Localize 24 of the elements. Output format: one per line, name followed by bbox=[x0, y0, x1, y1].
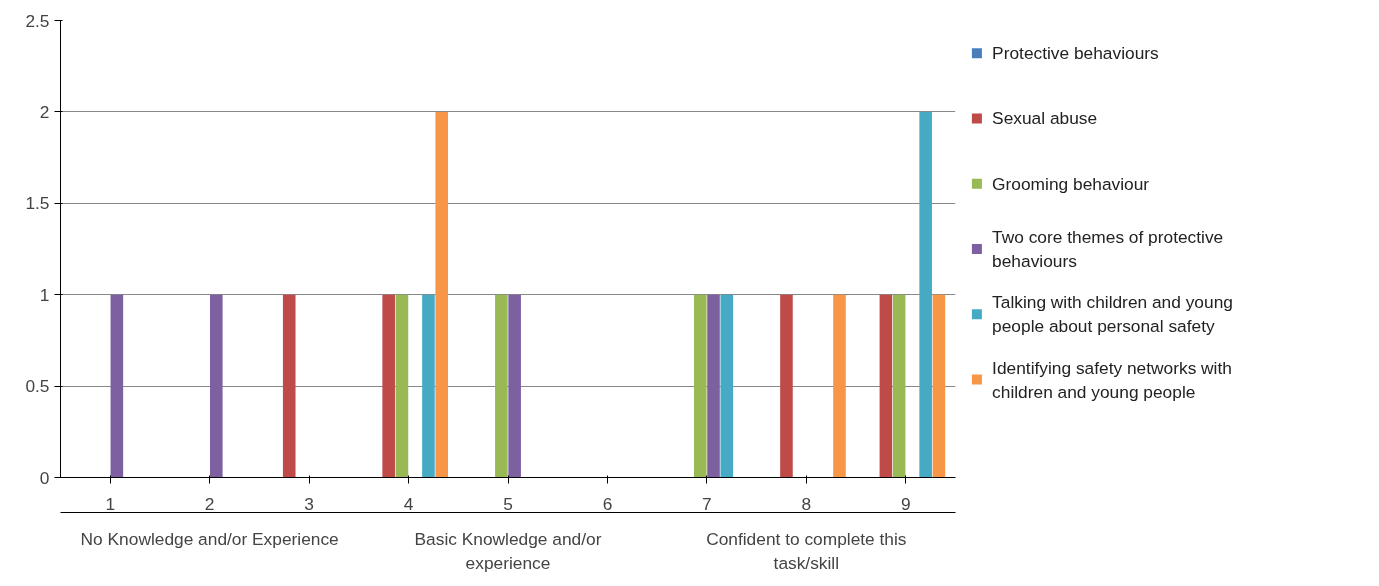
x-tick-label: 8 bbox=[801, 493, 812, 514]
legend-label: Protective behaviours bbox=[992, 43, 1160, 64]
x-tick-label: 3 bbox=[304, 493, 314, 514]
y-tick-label: 1.5 bbox=[25, 193, 50, 214]
y-tick-label: 0 bbox=[39, 467, 50, 488]
x-tick-label: 9 bbox=[900, 493, 911, 514]
x-tick-label: 7 bbox=[702, 493, 712, 514]
y-tick-label: 2 bbox=[39, 101, 50, 122]
x-tick-label: 2 bbox=[204, 493, 215, 514]
legend-label: Talking with children and young people about personal safety bbox=[992, 292, 1233, 337]
y-tick-label: 1 bbox=[39, 284, 50, 305]
text: No Knowledge and/or Experience bbox=[80, 528, 339, 549]
x-tick-label: 1 bbox=[105, 493, 116, 514]
legend-label: Sexual abuse bbox=[992, 108, 1098, 129]
x-tick-label: 5 bbox=[503, 493, 513, 514]
legend-label: Grooming behaviour bbox=[992, 173, 1150, 194]
x-tick-label: 6 bbox=[602, 493, 613, 514]
legend-label: Identifying safety networks with children and young people bbox=[992, 357, 1232, 402]
text: Basic Knowledge and/or experience bbox=[414, 528, 602, 573]
y-tick-label: 2.5 bbox=[25, 10, 50, 31]
legend-label: Two core themes of protective behaviours bbox=[992, 227, 1224, 271]
y-tick-label: 0.5 bbox=[25, 376, 50, 397]
text: Confident to complete this task/skill bbox=[706, 528, 907, 573]
x-tick-label: 4 bbox=[403, 493, 414, 514]
